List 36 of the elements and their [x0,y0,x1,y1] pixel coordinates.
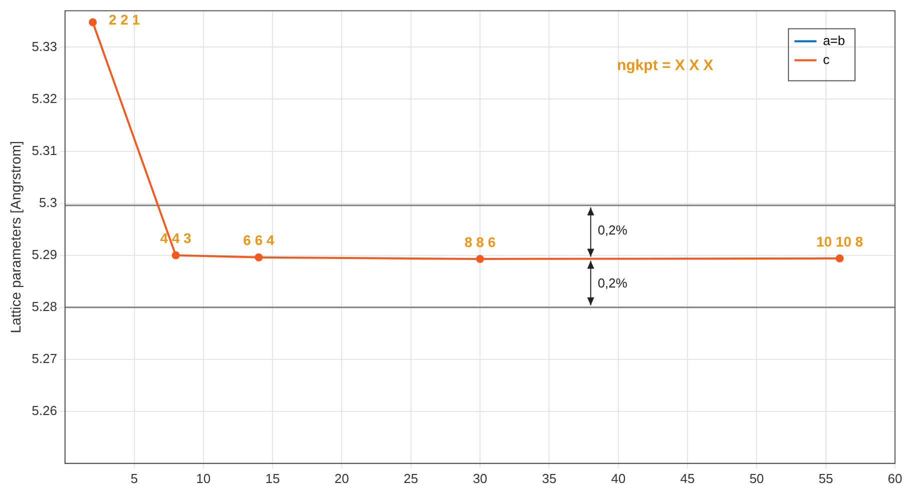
annotation: ngkpt = X X X [616,56,714,74]
y-axis-title: Lattice parameters [Angrstrom] [7,141,24,334]
x-tick-label: 25 [404,470,418,486]
y-tick-label: 5.27 [32,350,58,366]
x-tick-label: 5 [130,470,138,486]
x-tick-label: 15 [265,470,280,486]
annotation: 0,2% [598,222,628,238]
annotation: 8 8 6 [464,234,496,250]
x-tick-label: 50 [749,470,764,486]
x-tick-label: 55 [818,470,834,486]
y-tick-label: 5.3 [39,194,58,210]
point [88,18,97,26]
y-tick-label: 5.32 [32,90,58,106]
x-tick-label: 60 [888,470,902,486]
annotation: 6 6 4 [243,232,275,248]
point [836,254,844,262]
legend-label: c [822,52,830,67]
y-tick-label: 5.33 [32,38,58,54]
x-tick-label: 35 [542,470,556,486]
y-tick-label: 5.26 [32,402,58,418]
point [476,254,484,263]
annotation: 10 10 8 [816,233,864,250]
y-tick-label: 5.31 [32,142,58,158]
annotation: 4 4 3 [160,230,192,246]
x-tick-label: 20 [334,470,349,486]
annotation: 2 2 1 [108,12,140,28]
x-tick-label: 30 [472,470,488,486]
point [254,253,263,262]
x-tick-label: 10 [196,470,211,486]
point [172,251,180,260]
x-tick-label: 40 [611,470,626,486]
y-tick-label: 5.28 [32,298,58,314]
x-tick-label: 45 [680,470,695,486]
annotation: 0,2% [598,276,628,291]
legend-label: a=b [822,32,846,48]
y-tick-label: 5.29 [32,246,58,262]
